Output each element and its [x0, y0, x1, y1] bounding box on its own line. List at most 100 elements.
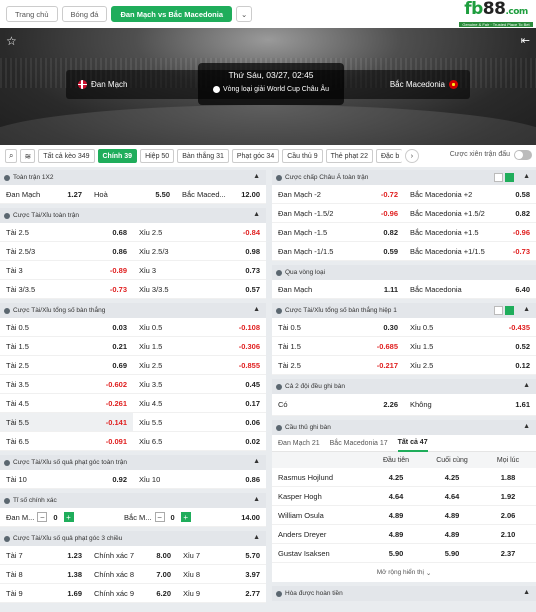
collapse-caret-icon[interactable]: ▲	[253, 173, 260, 180]
collapse-caret-icon[interactable]: ▲	[523, 423, 530, 430]
tab-players[interactable]: Cầu thủ 9	[282, 149, 323, 163]
parlay-label: Cược xiên trận đấu	[449, 151, 510, 158]
chevron-right-icon[interactable]: ›	[404, 149, 419, 163]
tab-special[interactable]: Đặc b	[375, 149, 402, 163]
panel-title: Toàn trận 1X2	[13, 174, 54, 181]
parlay-toggle[interactable]	[514, 150, 532, 160]
panel-goalscorer: Cầu thủ ghi bàn ▲ Đan Mạch 21 Bắc Macedon…	[272, 420, 536, 582]
match-dropdown-icon[interactable]: ⌄	[236, 6, 253, 22]
football-icon	[212, 86, 220, 93]
collapse-caret-icon[interactable]: ▲	[523, 306, 530, 313]
collapse-caret-icon[interactable]: ▲	[253, 458, 260, 465]
market-dot-icon	[4, 497, 10, 504]
correct-score-odds[interactable]: 14.00	[241, 512, 260, 522]
collapse-caret-icon[interactable]: ▲	[253, 211, 260, 218]
collapse-caret-icon[interactable]: ▲	[523, 382, 530, 389]
table-row: Đan Mạch -2 -0.72 Bắc Macedonia +2 0.58	[272, 185, 536, 204]
collapse-caret-icon[interactable]: ▲	[253, 306, 260, 313]
tab-goals[interactable]: Bàn thắng 31	[177, 149, 229, 163]
denmark-flag-icon	[78, 80, 87, 89]
panel-draw-no-bet: Hòa được hoàn tiền ▲	[272, 586, 536, 601]
breadcrumb-football[interactable]: Bóng đá	[61, 6, 108, 22]
panel-total-goals: Cược Tài/Xỉu tổng số bàn thắng ▲ Tài 0.5 0…	[0, 303, 266, 451]
scorer-subtabs: Đan Mạch 21 Bắc Macedonia 17 Tất cả 47	[272, 435, 536, 452]
tab-all[interactable]: Tất cả kèo 349	[38, 149, 95, 163]
panel-title: Cả 2 đội đều ghi bàn	[285, 383, 345, 390]
market-dot-icon	[4, 212, 10, 219]
market-dot-icon	[276, 590, 282, 597]
breadcrumb-home[interactable]: Trang chủ	[6, 6, 58, 22]
away-plus-button[interactable]: +	[180, 512, 191, 522]
market-dot-icon	[276, 174, 282, 181]
away-score-team: Bắc M...	[124, 512, 152, 522]
table-row: Có 2.26 Không 1.61	[272, 394, 536, 416]
panel-title: Cược Tài/Xỉu số quả phạt góc 3 chiều	[13, 535, 123, 542]
table-row: Tài 1.5 -0.685 Xỉu 1.5 0.52	[272, 337, 536, 356]
grid-view-icon[interactable]	[494, 306, 503, 315]
tab-cards[interactable]: Thẻ phạt 22	[325, 149, 373, 163]
table-row: Tài 6.5 -0.091 Xỉu 6.5 0.02	[0, 432, 266, 451]
table-row: William Osula 4.89 4.89 2.06	[272, 506, 536, 525]
table-row: Tài 3 -0.89 Xỉu 3 0.73	[0, 261, 266, 280]
panel-title: Tỉ số chính xác	[13, 497, 57, 504]
panel-title: Qua vòng loại	[285, 269, 326, 276]
away-minus-button[interactable]: −	[154, 512, 165, 522]
table-row: Tài 2.5 0.69 Xỉu 2.5 -0.855	[0, 356, 266, 375]
market-dot-icon	[276, 269, 282, 276]
market-dot-icon	[276, 383, 282, 390]
collapse-caret-icon[interactable]: ▲	[253, 534, 260, 541]
left-column: Toàn trận 1X2 ▲ Đan Mạch 1.27 Hoà 5.50 Bắc …	[0, 170, 266, 607]
subtab-away[interactable]: Bắc Macedonia 17	[329, 439, 388, 447]
correct-score-row: Đan M... − 0 + Bắc M... − 0 + 14.00	[0, 508, 266, 527]
home-score-team: Đan M...	[6, 512, 35, 522]
collapse-caret-icon[interactable]: ▲	[523, 589, 530, 596]
right-column: Cược chấp Châu Á toàn trận ▲ Đan Mạch -2…	[272, 170, 536, 605]
collapse-caret-icon[interactable]: ▲	[523, 173, 530, 180]
panel-title: Cược Tài/Xỉu toàn trận	[13, 212, 79, 219]
subtab-home[interactable]: Đan Mạch 21	[278, 439, 320, 447]
market-dot-icon	[276, 307, 282, 314]
back-arrow-icon[interactable]: ⇤	[520, 35, 530, 47]
collapse-caret-icon[interactable]: ▲	[253, 496, 260, 503]
table-row: Đan Mạch 1.27 Hoà 5.50 Bắc Maced... 12.00	[0, 185, 266, 204]
header-last: Cuối cùng	[436, 456, 468, 464]
subtab-all[interactable]: Tất cả 47	[397, 435, 428, 452]
header-first: Đầu tiên	[382, 456, 410, 464]
home-score-value: 0	[53, 512, 58, 522]
table-row: Đan Mạch -1/1.5 0.59 Bắc Macedonia +1/1.5-…	[272, 242, 536, 261]
top-nav: Trang chủ Bóng đá Đan Mạch vs Bắc Macedo…	[0, 0, 536, 28]
tab-main[interactable]: Chính 39	[97, 149, 138, 163]
panel-correct-score: Tỉ số chính xác ▲ Đan M... − 0 + Bắc M...…	[0, 493, 266, 527]
grid-view-icon[interactable]	[494, 173, 503, 182]
market-dot-icon	[4, 307, 10, 314]
list-view-icon[interactable]	[505, 306, 514, 315]
collapse-all-icon[interactable]: ≋	[20, 149, 36, 163]
market-dot-icon	[4, 459, 10, 466]
table-row: Tài 1.5 0.21 Xỉu 1.5 -0.306	[0, 337, 266, 356]
panel-asian-handicap: Cược chấp Châu Á toàn trận ▲ Đan Mạch -2…	[272, 170, 536, 261]
panel-title: Cược Tài/Xỉu số quả phạt góc toàn trận	[13, 459, 128, 466]
tab-half[interactable]: Hiệp 50	[140, 149, 175, 163]
tab-corners[interactable]: Phạt góc 34	[231, 149, 280, 163]
table-row: Anders Dreyer 4.89 4.89 2.10	[272, 525, 536, 544]
search-icon[interactable]: ⌕	[5, 149, 18, 163]
table-row: Tài 4.5 -0.261 Xỉu 4.5 0.17	[0, 394, 266, 413]
breadcrumb-match[interactable]: Đan Mạch vs Bắc Macedonia	[111, 6, 232, 22]
match-hero: ☆ ⇤ Đan Mạch Bắc Macedonia Thứ Sáu, 03/2…	[0, 28, 536, 145]
table-row: Tài 8 1.38 Chính xác 8 7.00 Xỉu 8 3.97	[0, 565, 266, 584]
market-dot-icon	[276, 424, 282, 431]
table-row: Tài 2.5 -0.217 Xỉu 2.5 0.12	[272, 356, 536, 375]
home-minus-button[interactable]: −	[37, 512, 48, 522]
market-dot-icon	[4, 535, 10, 542]
panel-1x2: Toàn trận 1X2 ▲ Đan Mạch 1.27 Hoà 5.50 Bắc …	[0, 170, 266, 204]
away-score-stepper: Bắc M... − 0 +	[124, 512, 191, 522]
table-row: Tài 2.5 0.68 Xỉu 2.5 -0.84	[0, 223, 266, 242]
panel-corners-3way: Cược Tài/Xỉu số quả phạt góc 3 chiều ▲ Tà…	[0, 531, 266, 603]
panel-title: Cược Tài/Xỉu tổng số bàn thắng hiệp 1	[285, 307, 397, 314]
show-more-link[interactable]: Mở rộng hiển thị ⌄	[376, 569, 432, 577]
list-view-icon[interactable]	[505, 173, 514, 182]
macedonia-flag-icon	[449, 80, 458, 89]
favorite-star-icon[interactable]: ☆	[6, 34, 17, 48]
home-plus-button[interactable]: +	[63, 512, 74, 522]
chevron-down-icon: ⌄	[425, 569, 432, 577]
